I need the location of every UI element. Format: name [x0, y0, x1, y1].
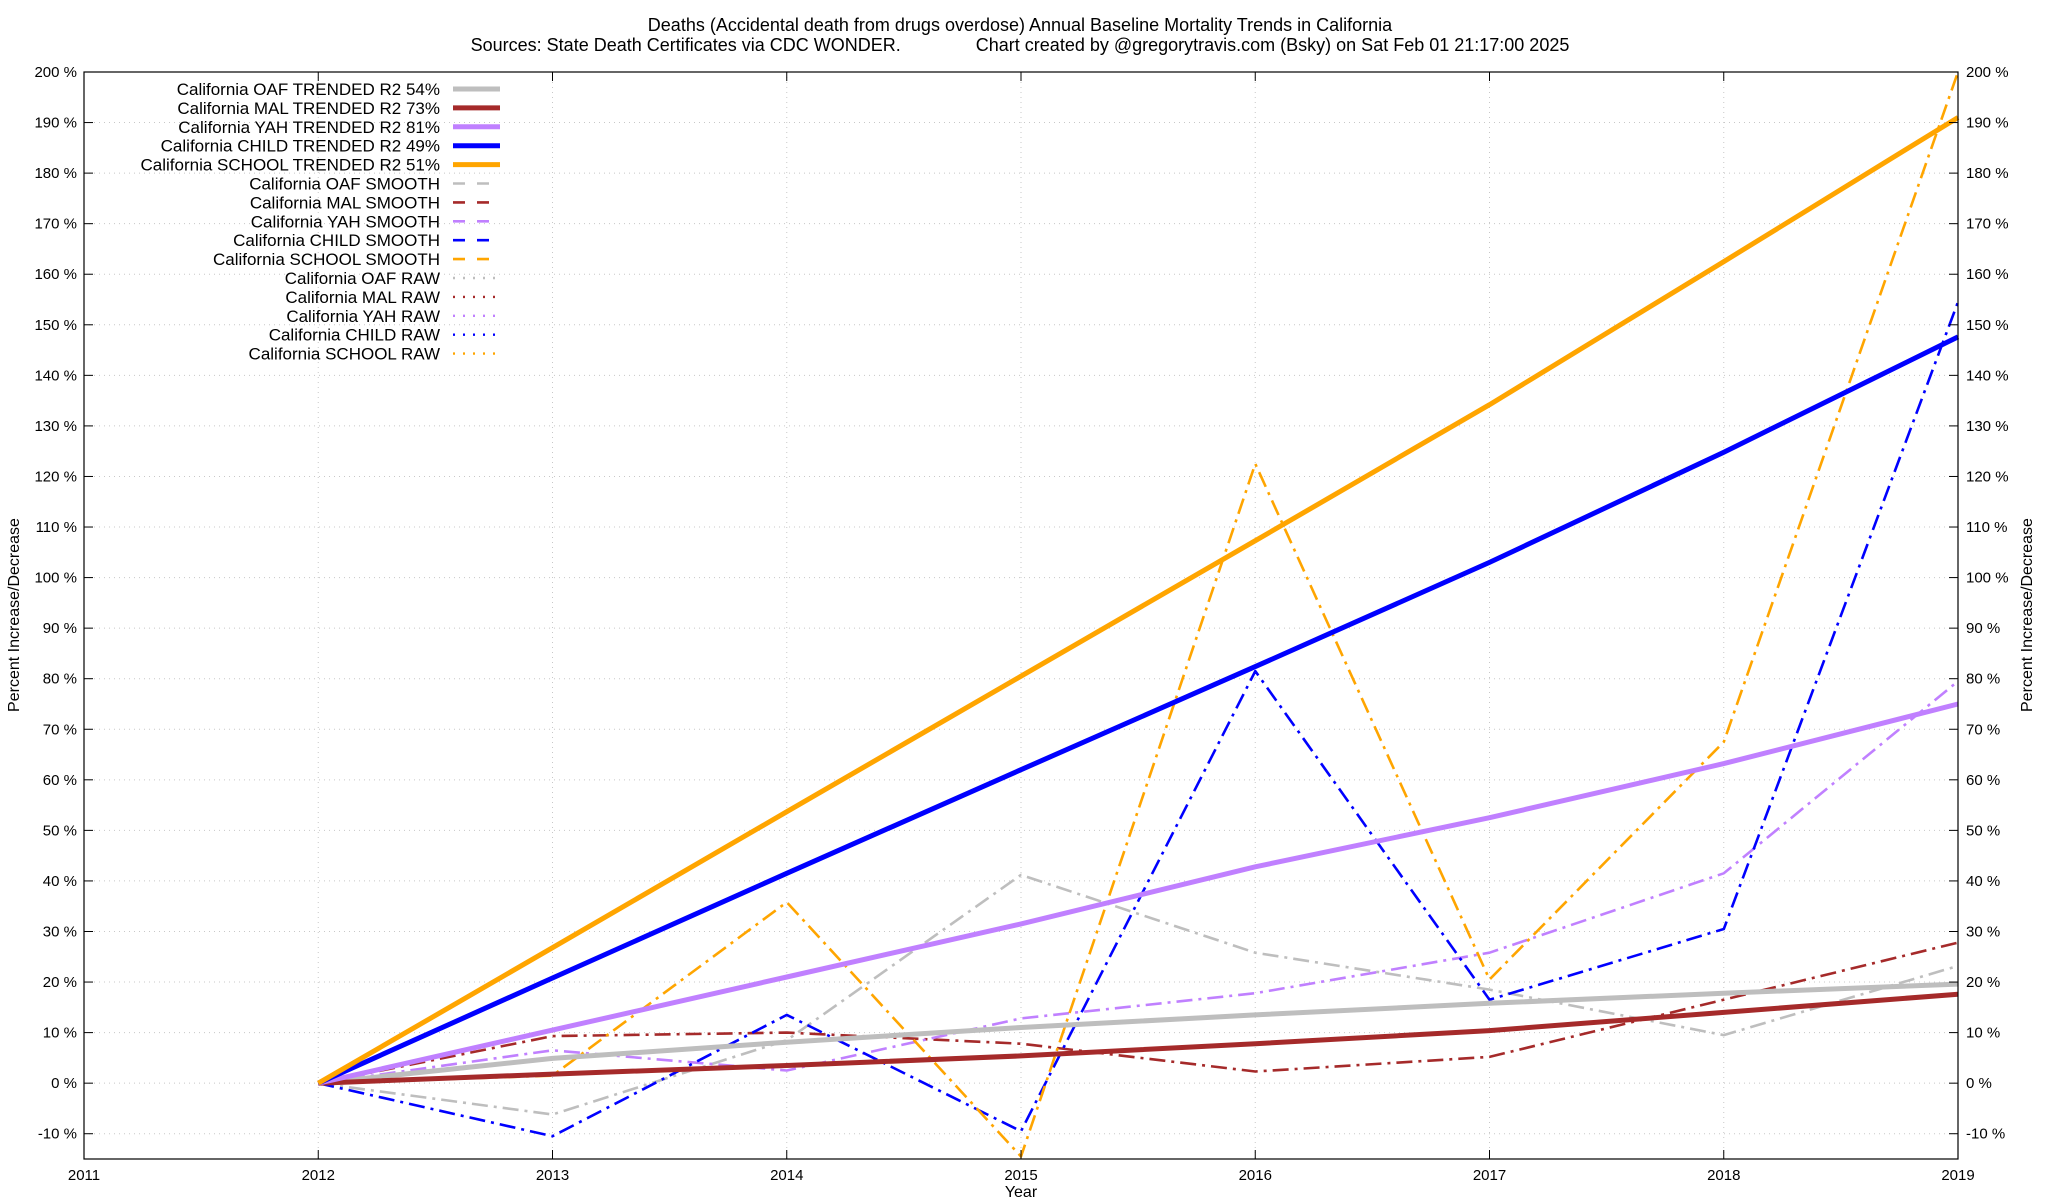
x-tick-label: 2015 [1004, 1167, 1037, 1184]
legend-label: California OAF TRENDED R2 54% [177, 80, 440, 99]
series-line [318, 301, 1960, 1138]
y-tick-label-left: 80 % [43, 671, 77, 688]
legend-label: California YAH SMOOTH [251, 212, 440, 231]
legend-label: California MAL RAW [285, 288, 440, 307]
x-tick-label: 2018 [1707, 1167, 1740, 1184]
y-tick-label-left: -10 % [38, 1126, 77, 1143]
y-tick-label-left: 90 % [43, 620, 77, 637]
y-tick-label-right: 180 % [1966, 165, 2009, 182]
legend-label: California MAL SMOOTH [250, 193, 440, 212]
y-tick-label-right: 140 % [1966, 367, 2009, 384]
series-line [318, 873, 1959, 1116]
y-tick-label-right: 130 % [1966, 418, 2009, 435]
y-tick-label-left: 70 % [43, 721, 77, 738]
y-tick-label-left: 200 % [34, 64, 77, 81]
series-line [318, 680, 1959, 1085]
series-line [318, 941, 1959, 1085]
x-tick-label: 2013 [536, 1167, 569, 1184]
legend-label: California OAF RAW [285, 269, 440, 288]
legend-label: California YAH TRENDED R2 81% [178, 118, 440, 137]
legend-label: California YAH RAW [286, 307, 440, 326]
y-tick-label-right: 10 % [1966, 1025, 2000, 1042]
y-tick-label-left: 130 % [34, 418, 77, 435]
y-tick-label-right: 200 % [1966, 64, 2009, 81]
legend-label: California MAL TRENDED R2 73% [177, 99, 440, 118]
x-tick-label: 2016 [1239, 1167, 1272, 1184]
y-tick-label-left: 150 % [34, 317, 77, 334]
legend-label: California SCHOOL SMOOTH [213, 250, 440, 269]
plot-series [317, 71, 1960, 1158]
y-axis-label-right: Percent Increase/Decrease [2019, 518, 2036, 712]
y-tick-label-right: 90 % [1966, 620, 2000, 637]
x-tick-label: 2011 [68, 1167, 100, 1184]
x-tick-label: 2014 [770, 1167, 803, 1184]
y-tick-label-right: 100 % [1966, 570, 2009, 587]
series-line [317, 701, 1959, 1086]
legend-label: California OAF SMOOTH [249, 175, 440, 194]
y-tick-label-left: 20 % [43, 974, 77, 991]
y-tick-label-left: 60 % [43, 772, 77, 789]
y-tick-label-right: 120 % [1966, 468, 2009, 485]
series-line [318, 991, 1959, 1086]
series-line [318, 71, 1960, 1158]
legend-label: California CHILD TRENDED R2 49% [161, 137, 440, 156]
y-tick-label-left: 10 % [43, 1025, 77, 1042]
y-tick-label-right: 60 % [1966, 772, 2000, 789]
y-tick-label-right: 80 % [1966, 671, 2000, 688]
y-tick-label-left: 160 % [34, 266, 77, 283]
series-line [317, 115, 1960, 1086]
y-tick-label-left: 180 % [34, 165, 77, 182]
legend-label: California CHILD RAW [269, 326, 440, 345]
y-tick-label-right: 20 % [1966, 974, 2000, 991]
y-tick-label-right: -10 % [1966, 1126, 2005, 1143]
y-tick-label-left: 0 % [51, 1075, 77, 1092]
y-axis-label-left: Percent Increase/Decrease [6, 518, 23, 712]
y-tick-label-right: 30 % [1966, 923, 2000, 940]
chart-subtitle: Sources: State Death Certificates via CD… [471, 35, 1570, 55]
y-tick-label-left: 100 % [34, 570, 77, 587]
y-tick-label-left: 120 % [34, 468, 77, 485]
legend: California OAF TRENDED R2 54%California … [141, 80, 500, 364]
x-tick-label: 2019 [1941, 1167, 1974, 1184]
y-tick-label-left: 140 % [34, 367, 77, 384]
y-tick-label-right: 150 % [1966, 317, 2009, 334]
y-tick-label-left: 40 % [43, 873, 77, 890]
x-tick-label: 2017 [1473, 1167, 1506, 1184]
y-tick-label-left: 170 % [34, 216, 77, 233]
y-tick-label-right: 40 % [1966, 873, 2000, 890]
legend-label: California SCHOOL TRENDED R2 51% [141, 156, 440, 175]
legend-label: California SCHOOL RAW [249, 345, 440, 364]
y-tick-label-right: 0 % [1966, 1075, 1992, 1092]
y-tick-label-right: 50 % [1966, 822, 2000, 839]
series-line [317, 334, 1960, 1086]
legend-label: California CHILD SMOOTH [233, 231, 440, 250]
y-tick-label-right: 160 % [1966, 266, 2009, 283]
x-axis-label: Year [1005, 1184, 1038, 1200]
y-tick-label-right: 190 % [1966, 115, 2009, 132]
y-tick-label-left: 30 % [43, 923, 77, 940]
y-tick-label-right: 170 % [1966, 216, 2009, 233]
y-tick-label-right: 70 % [1966, 721, 2000, 738]
y-tick-label-right: 110 % [1966, 519, 2007, 536]
x-tick-label: 2012 [302, 1167, 335, 1184]
axes: -10 % -10 % 0 % 0 % 10 % 10 % 20 % 20 % 30 % 30 %… [34, 64, 2008, 1184]
series-line [318, 981, 1959, 1086]
y-tick-label-left: 50 % [43, 822, 77, 839]
y-tick-label-left: 110 % [36, 519, 77, 536]
y-tick-label-left: 190 % [34, 115, 77, 132]
chart-title: Deaths (Accidental death from drugs over… [648, 15, 1393, 35]
